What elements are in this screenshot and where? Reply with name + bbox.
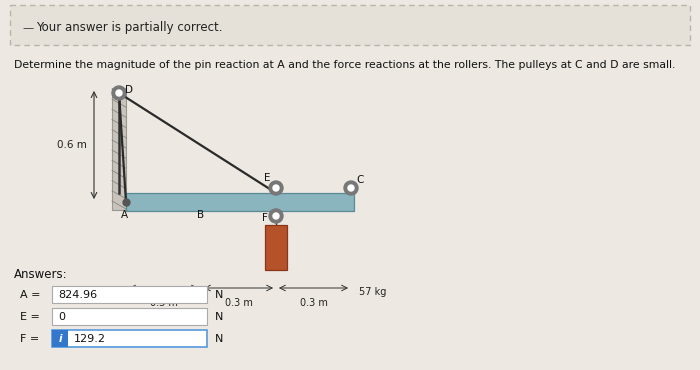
- Text: 0.6 m: 0.6 m: [57, 140, 87, 150]
- Text: 824.96: 824.96: [58, 289, 97, 299]
- Text: N: N: [215, 312, 223, 322]
- Text: Your answer is partially correct.: Your answer is partially correct.: [36, 21, 223, 34]
- Circle shape: [269, 181, 283, 195]
- Text: 0.3 m: 0.3 m: [225, 298, 253, 308]
- Bar: [52, 330, 68, 347]
- Text: 129.2: 129.2: [74, 333, 106, 343]
- Text: Determine the magnitude of the pin reaction at A and the force reactions at the : Determine the magnitude of the pin react…: [14, 60, 676, 70]
- FancyBboxPatch shape: [10, 5, 690, 45]
- Circle shape: [116, 90, 122, 96]
- Text: A: A: [120, 210, 127, 220]
- Circle shape: [273, 185, 279, 191]
- Text: E =: E =: [20, 312, 40, 322]
- Circle shape: [273, 213, 279, 219]
- Text: E: E: [264, 173, 270, 183]
- Text: 0.3 m: 0.3 m: [300, 298, 328, 308]
- Text: N: N: [215, 289, 223, 299]
- Text: A =: A =: [20, 289, 41, 299]
- Text: D: D: [125, 85, 133, 95]
- Bar: [52, 308, 207, 325]
- Text: i: i: [58, 333, 62, 343]
- Text: B: B: [197, 210, 204, 220]
- Text: F =: F =: [20, 333, 39, 343]
- Bar: [52, 330, 207, 347]
- Bar: [112, 88, 126, 210]
- Bar: [126, 193, 354, 211]
- Text: Answers:: Answers:: [14, 268, 68, 281]
- Text: N: N: [215, 333, 223, 343]
- Text: C: C: [356, 175, 363, 185]
- Circle shape: [269, 209, 283, 223]
- Circle shape: [112, 86, 126, 100]
- Circle shape: [344, 181, 358, 195]
- Circle shape: [348, 185, 354, 191]
- Text: 57 kg: 57 kg: [359, 287, 386, 297]
- Text: 0.3 m: 0.3 m: [150, 298, 177, 308]
- Bar: [265, 225, 287, 270]
- Text: F: F: [262, 213, 268, 223]
- Text: —: —: [22, 23, 33, 33]
- Bar: [52, 286, 207, 303]
- Text: 0: 0: [58, 312, 65, 322]
